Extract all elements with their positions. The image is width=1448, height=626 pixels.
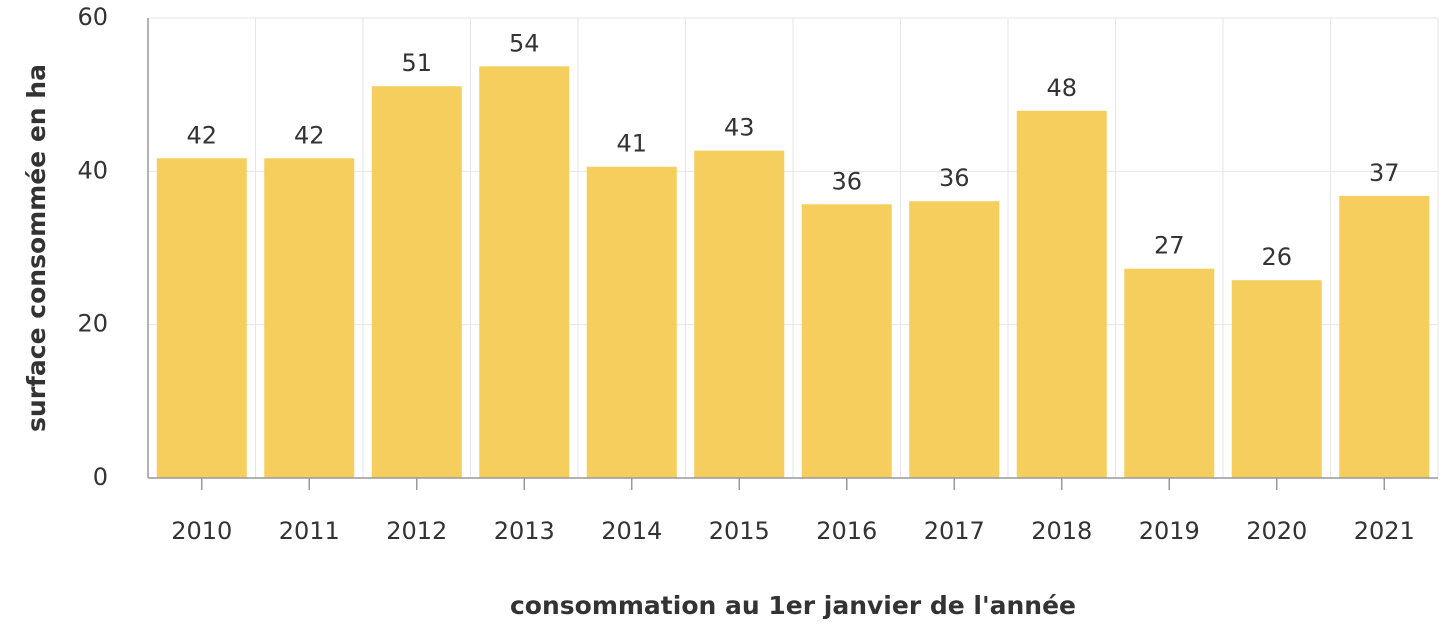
bar xyxy=(156,158,247,479)
data-label: 26 xyxy=(1261,243,1292,271)
x-tick-label: 2017 xyxy=(924,517,985,545)
x-axis-title: consommation au 1er janvier de l'année xyxy=(510,591,1076,620)
y-tick-label: 0 xyxy=(93,463,108,491)
bar xyxy=(264,158,355,479)
x-tick-label: 2019 xyxy=(1139,517,1200,545)
y-tick-label: 40 xyxy=(77,156,108,184)
x-tick-label: 2014 xyxy=(601,517,662,545)
x-tick-label: 2018 xyxy=(1031,517,1092,545)
bar xyxy=(1339,195,1430,478)
data-label: 27 xyxy=(1154,232,1185,260)
bar xyxy=(586,166,677,478)
data-label: 48 xyxy=(1046,74,1077,102)
bar xyxy=(694,150,785,478)
bar xyxy=(479,66,570,479)
y-tick-label: 60 xyxy=(77,3,108,31)
x-tick-label: 2013 xyxy=(494,517,555,545)
x-tick-label: 2011 xyxy=(279,517,340,545)
data-label: 37 xyxy=(1369,159,1400,187)
x-tick-label: 2012 xyxy=(386,517,447,545)
x-tick-label: 2015 xyxy=(709,517,770,545)
data-label: 36 xyxy=(939,164,970,192)
data-label: 42 xyxy=(186,121,217,149)
data-label: 54 xyxy=(509,29,540,57)
bar xyxy=(1231,280,1322,478)
y-axis-title: surface consommée en ha xyxy=(22,64,51,432)
bar xyxy=(1124,268,1215,478)
y-tick-label: 20 xyxy=(77,310,108,338)
data-label: 36 xyxy=(831,167,862,195)
data-label: 43 xyxy=(724,114,755,142)
x-tick-label: 2020 xyxy=(1246,517,1307,545)
x-tick-label: 2021 xyxy=(1354,517,1415,545)
data-label: 51 xyxy=(401,49,432,77)
bar xyxy=(801,204,892,479)
bar xyxy=(909,201,1000,478)
x-tick-label: 2010 xyxy=(171,517,232,545)
bar xyxy=(1016,110,1107,479)
data-label: 42 xyxy=(294,121,325,149)
data-label: 41 xyxy=(616,130,647,158)
x-tick-label: 2016 xyxy=(816,517,877,545)
bar xyxy=(371,86,462,478)
